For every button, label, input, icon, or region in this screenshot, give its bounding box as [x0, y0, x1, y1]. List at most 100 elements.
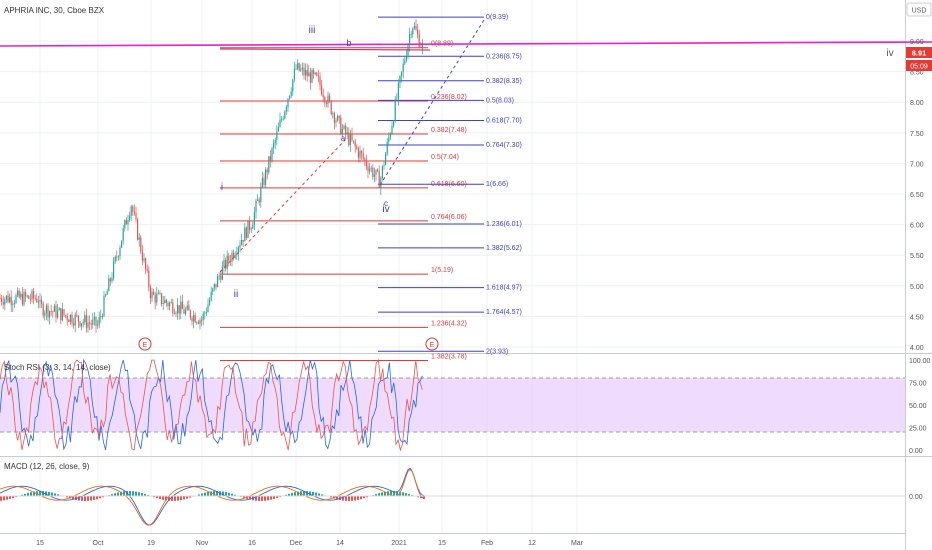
wave-label[interactable]: ii [234, 289, 238, 300]
candle-body [133, 211, 135, 213]
wave-label[interactable]: i [221, 182, 223, 193]
price-axis[interactable]: 9.00 8.50 8.00 7.50 7.00 6.50 6.00 5.50 5.00 4.50… [910, 39, 924, 352]
candle-body [365, 159, 367, 167]
candle-body [420, 47, 422, 48]
macd-histogram-bar [345, 496, 347, 501]
macd-histogram-bar [309, 491, 311, 496]
candle-body [173, 313, 175, 314]
macd-histogram-bar [75, 496, 77, 501]
trend-line-dashed[interactable] [379, 19, 485, 186]
wave-label[interactable]: iv [382, 204, 389, 215]
candle-body [378, 171, 380, 189]
candle-body [121, 240, 123, 248]
wave-label[interactable]: iii [309, 25, 316, 36]
time-axis-label: Oct [93, 540, 104, 547]
macd-histogram-bar [78, 496, 80, 501]
macd-histogram-bar [222, 491, 224, 496]
candle-body [338, 115, 340, 118]
candle-body [53, 305, 55, 312]
candle-body [311, 70, 313, 83]
candle-body [359, 151, 361, 158]
magenta-trend-line[interactable] [219, 48, 431, 51]
time-axis-label: 19 [147, 540, 155, 547]
time-axis[interactable]: 15 Oct 19 Nov 16 Dec 14 2021 15 Feb 12 Mar [36, 540, 584, 547]
wave-label[interactable]: c [384, 199, 388, 208]
candle-body [364, 158, 366, 160]
candle-body [217, 276, 219, 288]
macd-histogram-bar [198, 494, 200, 496]
macd-histogram-bar [132, 491, 134, 496]
macd-histogram-bar [6, 496, 8, 500]
candle-body [71, 314, 73, 324]
macd-histogram-bar [51, 492, 53, 496]
macd-histogram-bar [201, 493, 203, 496]
macd-histogram-bar [9, 496, 11, 499]
candle-body [41, 300, 43, 304]
macd-histogram-bar [273, 496, 275, 499]
wave-label[interactable]: b [346, 38, 351, 48]
candle-body [172, 302, 174, 314]
macd-histogram-bar [384, 491, 386, 496]
candle-body [164, 299, 166, 304]
macd-histogram-bar [393, 491, 395, 496]
stoch-axis[interactable]: 100.00 75.00 50.00 25.00 0.00 [909, 358, 931, 455]
macd-histogram-bar [297, 491, 299, 496]
candle-body [377, 169, 379, 172]
macd-legend[interactable]: MACD (12, 26, close, 9) [4, 462, 90, 471]
wave-label[interactable]: iv [886, 48, 893, 59]
fib-level-label: 0.618(7.70) [486, 118, 522, 125]
macd-histogram-bar [381, 492, 383, 496]
candle-body [351, 134, 353, 141]
stoch-rsi-legend[interactable]: Stoch RSI (3, 3, 14, 14, close) [4, 363, 111, 372]
magenta-trend-line[interactable] [0, 41, 932, 47]
macd-histogram-bar [189, 496, 191, 498]
candle-body [231, 252, 233, 262]
candle-body [362, 153, 364, 159]
price-axis-tick: 5.00 [910, 284, 924, 291]
candle-body [76, 314, 78, 316]
candle-body [257, 199, 259, 201]
macd-histogram-bar [141, 493, 143, 496]
candle-body [85, 315, 87, 328]
macd-histogram-bar [330, 496, 332, 498]
candle-body [335, 120, 337, 123]
macd-histogram-bar [165, 496, 167, 501]
candle-body [305, 70, 307, 76]
candle-body [49, 311, 51, 318]
earnings-event-marker[interactable]: E [138, 337, 152, 351]
candle-body [156, 293, 158, 303]
price-axis-tick: 8.00 [910, 100, 924, 107]
macd-lines [0, 467, 905, 526]
symbol-header[interactable]: APHRIA INC, 30, Cboe BZX [4, 6, 105, 15]
fib-level-label: 0.5(7.04) [431, 154, 459, 161]
chart-title: APHRIA INC, 30, Cboe BZX [4, 6, 105, 15]
candle-body [202, 313, 204, 320]
macd-histogram-bar [117, 492, 119, 496]
fib-level-label: 0.236(8.75) [486, 53, 522, 60]
macd-histogram-bar [204, 492, 206, 496]
trend-line-dashed[interactable] [219, 139, 346, 273]
candle-body [361, 151, 363, 154]
candle-body [410, 34, 412, 35]
candle-body [204, 312, 206, 314]
candle-body [277, 126, 279, 132]
macd-histogram-bar [87, 496, 89, 501]
currency-label: USD [912, 8, 927, 15]
candle-body [175, 313, 177, 315]
candle-body [79, 321, 81, 327]
currency-box[interactable]: USD [906, 2, 932, 17]
candle-body [306, 70, 308, 77]
earnings-event-marker[interactable]: E [425, 337, 439, 351]
price-axis-tick: 9.00 [910, 39, 924, 46]
wave-label[interactable]: a [341, 134, 346, 143]
candle-body [98, 317, 100, 325]
candle-body [396, 98, 398, 100]
candle-body [412, 28, 414, 35]
candle-body [370, 167, 372, 169]
candle-body [84, 315, 86, 322]
candle-body [201, 319, 203, 321]
macd-histogram-bar [99, 496, 101, 499]
macd-histogram-bar [321, 494, 323, 496]
fib-level-label: 1.764(4.57) [486, 309, 522, 316]
